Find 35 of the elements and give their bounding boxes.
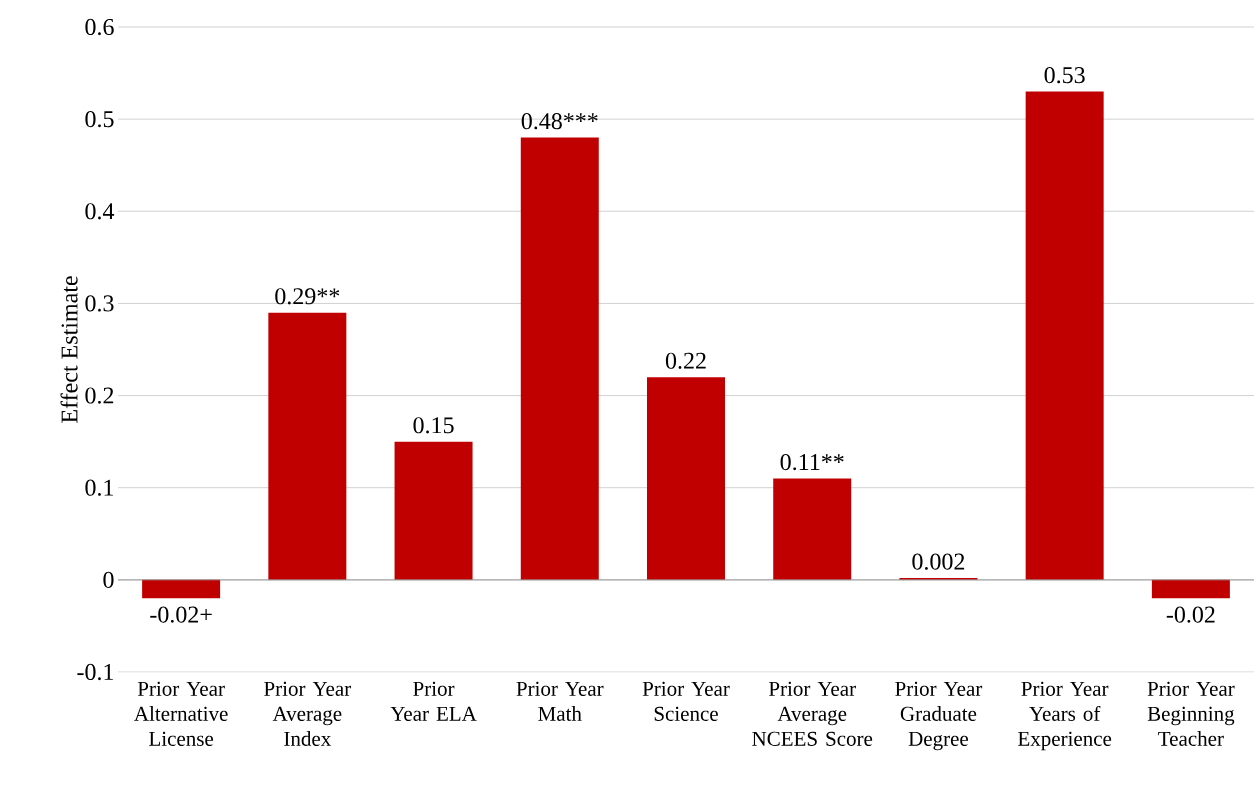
y-tick-label: 0 (103, 571, 114, 588)
y-tick-label: 0.5 (85, 110, 114, 128)
y-axis-title: Effect Estimate (60, 276, 78, 423)
y-tick-label: 0.2 (85, 387, 114, 404)
data-label: 0.002 (912, 553, 965, 570)
y-tick-label: 0.4 (85, 203, 115, 220)
data-label: -0.02 (1166, 606, 1215, 623)
x-tick-label: Prior Year Science (642, 681, 730, 721)
y-tick-label: 0.6 (85, 18, 114, 36)
x-tick-label: Prior Year Average Index (264, 681, 352, 746)
y-tick-label: 0.1 (85, 479, 114, 496)
x-tick-label: Prior Year Years of Experience (1018, 681, 1112, 751)
bar (394, 441, 473, 580)
data-label: 0.11** (780, 453, 844, 471)
data-label: 0.53 (1044, 66, 1085, 84)
x-tick-label: Prior Year ELA (390, 681, 477, 721)
bar (142, 579, 221, 599)
data-label: 0.48*** (521, 113, 598, 130)
y-tick-label: 0.3 (85, 295, 114, 312)
bar (520, 137, 599, 580)
data-label: 0.29** (275, 288, 340, 305)
x-tick-label: Prior Year Alternative License (134, 681, 228, 746)
data-label: -0.02+ (150, 606, 212, 623)
data-label: 0.22 (665, 352, 706, 369)
bar (647, 377, 725, 580)
data-label: 0.15 (413, 417, 454, 434)
y-tick-label: -0.1 (77, 663, 114, 681)
bar (773, 478, 852, 580)
x-tick-label: Prior Year Beginning Teacher (1147, 681, 1235, 746)
bar (268, 312, 347, 580)
bar (1025, 91, 1104, 580)
x-tick-label: Prior Year Average NCEES Score (752, 681, 873, 746)
x-tick-label: Prior Year Graduate Degree (895, 681, 983, 751)
x-tick-label: Prior Year Math (516, 681, 604, 721)
bar (1151, 579, 1230, 599)
